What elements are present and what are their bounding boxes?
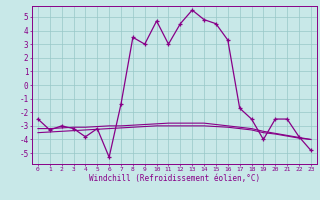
X-axis label: Windchill (Refroidissement éolien,°C): Windchill (Refroidissement éolien,°C) [89, 174, 260, 183]
